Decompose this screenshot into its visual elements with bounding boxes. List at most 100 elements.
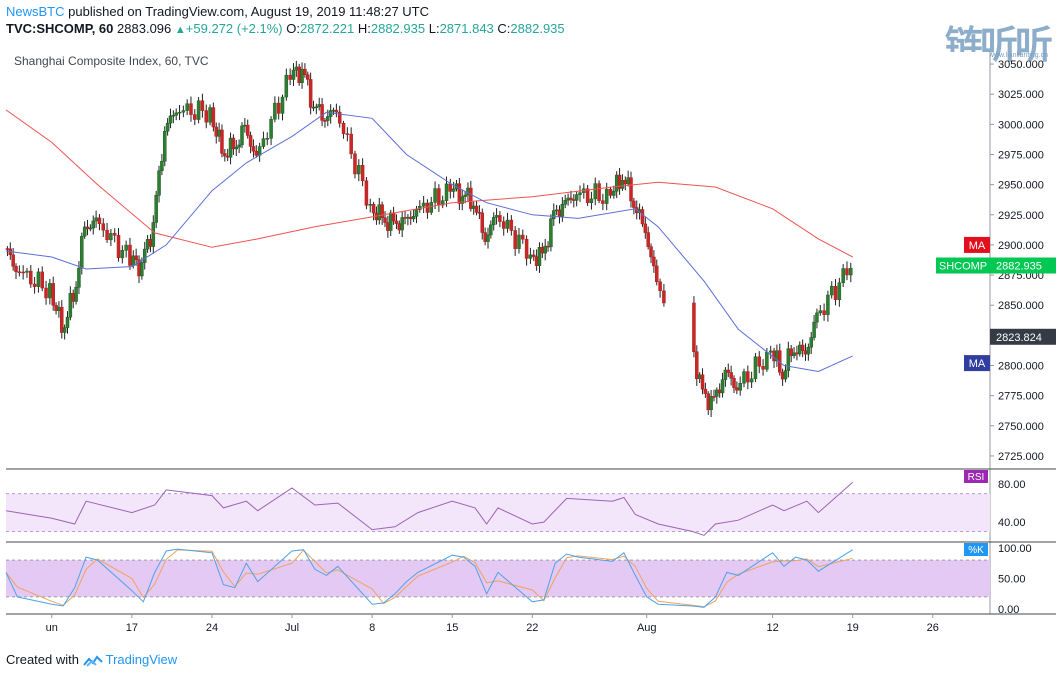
- candle-body: [614, 174, 619, 192]
- candle-body: [101, 223, 106, 231]
- price-tick-label: 2925.000: [998, 210, 1044, 222]
- candle-body: [463, 194, 467, 197]
- candle-body: [62, 327, 67, 333]
- candle-body: [837, 282, 842, 300]
- candle-body: [11, 254, 15, 267]
- candle-body: [311, 106, 316, 109]
- candle-body: [17, 271, 22, 274]
- stoch-tag-bg: [964, 543, 988, 556]
- candle-body: [245, 124, 250, 136]
- candle-body: [328, 110, 333, 117]
- candle-body: [189, 103, 193, 115]
- candle-body: [789, 348, 793, 357]
- candle-body: [353, 153, 357, 175]
- candle-body: [120, 250, 125, 259]
- time-tick-label: Aug: [637, 622, 657, 634]
- symbol-label: TVC:SHCOMP, 60: [6, 21, 114, 36]
- rsi-band: [6, 493, 990, 532]
- ma-short-line: [5, 111, 853, 373]
- candle-body: [608, 188, 613, 196]
- candle-body: [540, 246, 545, 254]
- publisher-name[interactable]: NewsBTC: [6, 4, 65, 19]
- stoch-d-line: [5, 549, 853, 608]
- candle-body: [391, 212, 396, 222]
- candle-body: [174, 112, 178, 116]
- chart-canvas[interactable]: Shanghai Composite Index, 60, TVC 3050.00…: [0, 0, 1060, 650]
- candle-body: [140, 262, 144, 277]
- candle-body: [742, 371, 746, 384]
- candle-body: [386, 222, 390, 231]
- stoch-band: [6, 560, 990, 597]
- price-tick-label: 2775.000: [998, 391, 1044, 403]
- candle-body: [97, 217, 102, 224]
- candle-body: [406, 216, 410, 219]
- candle-body: [554, 209, 559, 212]
- candle-body: [643, 223, 648, 233]
- candle-body: [746, 371, 750, 383]
- candle-body: [480, 212, 485, 233]
- candle-body: [549, 218, 553, 248]
- candle-body: [165, 122, 170, 132]
- candle-body: [560, 203, 565, 217]
- candle-body: [306, 74, 310, 80]
- price-tag-value: 2882.935: [996, 261, 1042, 273]
- candle-body: [695, 351, 699, 379]
- ma-tag-label: MA: [969, 240, 986, 252]
- candle-body: [284, 74, 289, 98]
- up-arrow-icon: ▲: [174, 24, 186, 36]
- candle-body: [528, 254, 533, 259]
- candle-body: [761, 366, 765, 370]
- candle-body: [326, 116, 330, 121]
- candle-body: [806, 346, 811, 355]
- tradingview-brand[interactable]: TradingView: [105, 652, 178, 667]
- candle-body: [809, 337, 813, 348]
- close-value: 2882.935: [510, 21, 565, 36]
- candle-body: [409, 216, 413, 220]
- candle-body: [552, 210, 556, 219]
- price-tick-label: 3050.000: [998, 59, 1044, 71]
- candle-body: [623, 180, 628, 185]
- ohlc-line: TVC:SHCOMP, 60 2883.096 ▲+59.272 (+2.1%)…: [6, 21, 565, 36]
- candle-body: [334, 109, 339, 113]
- candle-body: [243, 124, 247, 127]
- candle-body: [21, 271, 25, 274]
- candle-body: [629, 177, 633, 202]
- candle-body: [414, 209, 419, 217]
- publish-line: NewsBTC published on TradingView.com, Au…: [6, 4, 429, 19]
- candle-body: [80, 236, 84, 269]
- candle-body: [421, 202, 426, 207]
- candle-body: [377, 204, 382, 221]
- candle-body: [509, 219, 514, 231]
- candle-body: [489, 224, 493, 236]
- candle-body: [800, 344, 805, 351]
- chart-title: Shanghai Composite Index, 60, TVC: [14, 54, 209, 68]
- candle-body: [726, 369, 731, 373]
- time-tick-label: 8: [369, 622, 375, 634]
- candle-body: [14, 266, 18, 273]
- candle-body: [308, 79, 313, 108]
- candle-body: [368, 204, 372, 206]
- candle-body: [364, 180, 369, 206]
- candle-body: [303, 68, 307, 75]
- candle-body: [157, 170, 161, 196]
- price-tick-label: 2750.000: [998, 421, 1044, 433]
- candle-body: [738, 383, 742, 391]
- candle-body: [772, 350, 776, 362]
- ma-tag-label: MA: [969, 358, 986, 370]
- candle-body: [91, 220, 95, 229]
- price-tag-bg: [990, 257, 1056, 274]
- candle-body: [532, 254, 536, 257]
- candle-body: [732, 378, 736, 388]
- candle-body: [753, 356, 758, 380]
- candle-body: [248, 135, 253, 147]
- candle-body: [593, 183, 598, 200]
- candle-body: [51, 283, 55, 306]
- candle-body: [196, 100, 201, 120]
- time-tick-label: un: [46, 622, 58, 634]
- candle-body: [380, 204, 384, 218]
- candle-body: [574, 194, 579, 201]
- open-value: 2872.221: [300, 21, 355, 36]
- candle-body: [25, 270, 29, 273]
- candle-body: [451, 188, 456, 192]
- candle-body: [397, 223, 402, 231]
